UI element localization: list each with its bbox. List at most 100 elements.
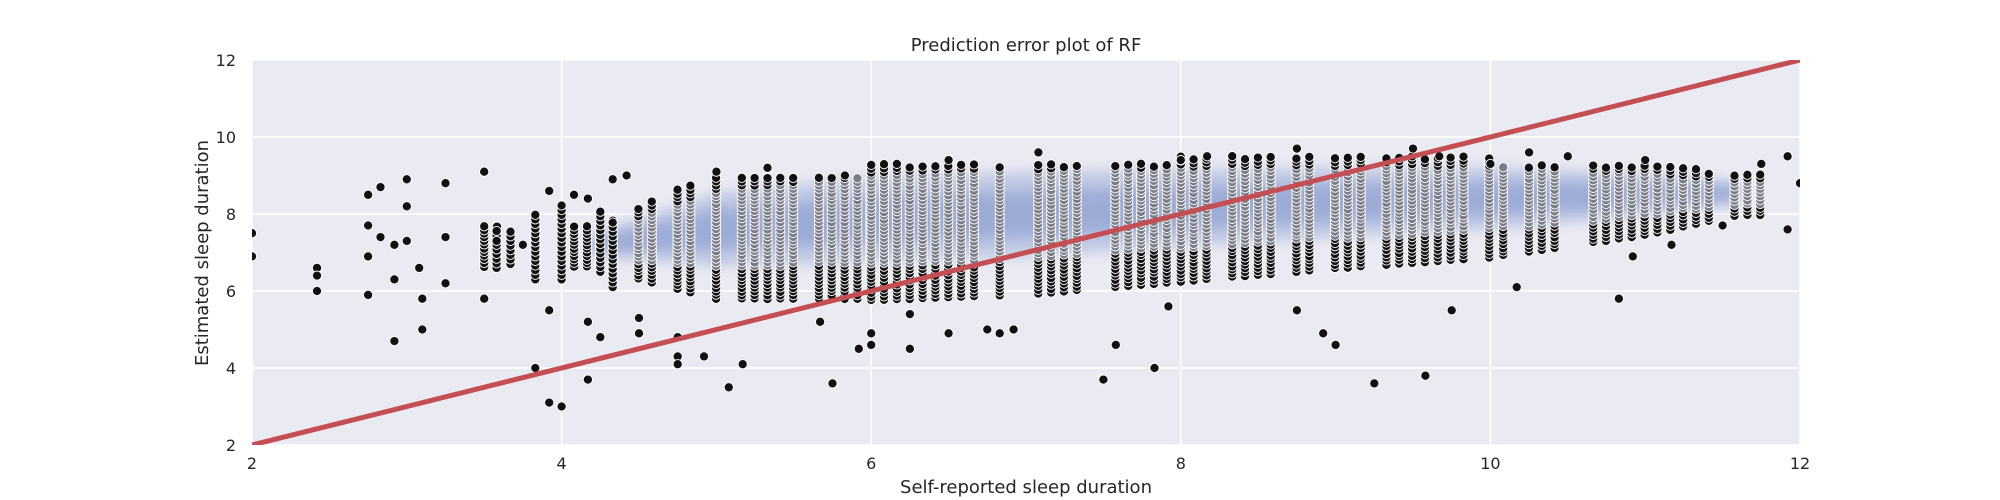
scatter-point-outlier (417, 324, 428, 335)
scatter-point-outlier (414, 262, 425, 273)
scatter-point-outlier (1163, 301, 1174, 312)
scatter-point-outlier (517, 239, 528, 250)
scatter-point-outlier (943, 328, 954, 339)
scatter-point-outlier (1782, 151, 1793, 162)
scatter-point-outlier (417, 293, 428, 304)
x-tick-label: 10 (1480, 454, 1500, 473)
scatter-point-outlier (582, 193, 593, 204)
scatter-point-outlier (363, 220, 374, 231)
scatter-point-outlier (401, 235, 412, 246)
scatter-point (646, 196, 657, 207)
scatter-point-outlier (582, 316, 593, 327)
scatter-point-outlier (839, 170, 850, 181)
scatter-point-outlier (607, 174, 618, 185)
scatter-point (813, 172, 824, 183)
scatter-point-outlier (982, 324, 993, 335)
chart-title: Prediction error plot of RF (911, 35, 1142, 56)
scatter-point (1033, 160, 1044, 171)
scatter-point-outlier (440, 178, 451, 189)
scatter-point-outlier (723, 382, 734, 393)
scatter-point-outlier (904, 343, 915, 354)
scatter-point (1729, 170, 1740, 181)
scatter-point-outlier (1640, 155, 1651, 166)
scatter-point (994, 162, 1005, 173)
scatter-point-outlier (1627, 251, 1638, 262)
scatter-point (904, 162, 915, 173)
scatter-point (1342, 152, 1353, 163)
scatter-point-outlier (1318, 328, 1329, 339)
scatter-point-outlier (401, 174, 412, 185)
scatter-point-outlier (479, 166, 490, 177)
y-tick-label: 10 (216, 128, 236, 147)
scatter-point-outlier (1485, 158, 1496, 169)
scatter-point-outlier (582, 374, 593, 385)
scatter-point (1445, 152, 1456, 163)
scatter-point (1690, 164, 1702, 175)
identity-line-layer (252, 60, 1800, 445)
scatter-point (1135, 158, 1147, 169)
scatter-point-outlier (866, 328, 877, 339)
scatter-point-outlier (252, 251, 258, 262)
scatter-point-outlier (440, 232, 451, 243)
scatter-point (1755, 169, 1766, 180)
scatter-point-outlier (363, 289, 374, 300)
scatter-point (479, 221, 490, 232)
scatter-point-outlier (544, 397, 555, 408)
scatter-point-outlier (827, 378, 838, 389)
scatter-point (1329, 153, 1341, 164)
scatter-point-outlier (363, 251, 374, 262)
scatter-point (1071, 160, 1082, 172)
scatter-point-outlier (401, 201, 412, 212)
scatter-point (736, 172, 747, 183)
scatter-point-dense (1498, 162, 1509, 173)
x-axis-label: Self-reported sleep duration (900, 477, 1152, 498)
scatter-point-outlier (595, 332, 606, 343)
scatter-point (1588, 160, 1599, 171)
scatter-point-outlier (311, 270, 323, 281)
y-tick-label: 8 (226, 205, 236, 224)
scatter-point-outlier (672, 359, 683, 370)
scatter-point (788, 172, 799, 184)
scatter-point (569, 221, 580, 232)
scatter-point (762, 173, 773, 184)
scatter-point-dense (852, 173, 863, 184)
scatter-point (968, 159, 980, 170)
scatter-point (530, 209, 541, 220)
scatter-point-outlier (363, 189, 374, 200)
scatter-point-outlier (853, 343, 864, 354)
scatter-point (1536, 160, 1547, 171)
x-tick-label: 6 (866, 454, 876, 473)
scatter-point-outlier (1562, 151, 1573, 162)
scatter-point (826, 173, 837, 184)
scatter-point (607, 217, 618, 228)
y-tick-label: 2 (226, 436, 236, 455)
scatter-point-outlier (621, 170, 632, 181)
scatter-point-outlier (1202, 151, 1213, 162)
scatter-point-outlier (389, 336, 400, 347)
scatter-point (775, 172, 786, 183)
scatter-point-outlier (1613, 293, 1624, 304)
scatter-point-outlier (866, 339, 877, 350)
y-axis-label: Estimated sleep duration (192, 140, 213, 366)
scatter-point-outlier (1330, 339, 1341, 350)
scatter-point (1665, 161, 1676, 173)
scatter-point (1355, 151, 1366, 162)
scatter-point-outlier (943, 155, 954, 166)
scatter-point (1600, 162, 1612, 173)
scatter-point (749, 172, 760, 184)
scatter-point-outlier (1666, 239, 1677, 250)
scatter-point-outlier (375, 182, 386, 193)
scatter-point (891, 158, 902, 169)
y-tick-label: 4 (226, 359, 236, 378)
scatter-point-outlier (252, 228, 258, 239)
y-tick-label: 6 (226, 282, 236, 301)
scatter-point (1161, 160, 1172, 171)
scatter-point-outlier (544, 305, 555, 316)
scatter-point-outlier (1782, 224, 1793, 235)
scatter-point (1252, 152, 1263, 163)
scatter-point-outlier (544, 185, 555, 196)
scatter-point-outlier (1369, 378, 1380, 389)
scatter-point-outlier (1291, 143, 1302, 154)
scatter-point-outlier (762, 162, 773, 173)
